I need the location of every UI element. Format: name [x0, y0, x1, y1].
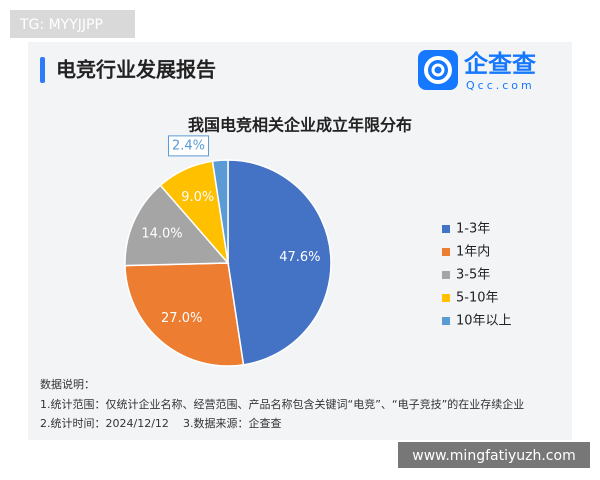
legend-swatch — [442, 271, 450, 279]
legend-label: 3-5年 — [456, 268, 490, 283]
watermark: TG: MYYJJPP — [19, 17, 103, 33]
legend-swatch — [442, 317, 450, 325]
value-label: 27.0% — [161, 311, 202, 326]
logo-ring — [431, 63, 445, 77]
pie-slice — [227, 159, 332, 366]
watermark-box — [398, 442, 590, 468]
value-label: 14.0% — [141, 226, 182, 241]
legend-label: 1年内 — [456, 244, 490, 260]
legend-label: 1-3年 — [456, 222, 490, 237]
legend-swatch — [442, 294, 450, 302]
note: 2.统计时间：2024/12/12 — [40, 417, 169, 430]
value-label: 2.4% — [172, 138, 205, 153]
note: 1.统计范围：仅统计企业名称、经营范围、产品名称包含关键词“电竞”、“电子竞技”… — [40, 397, 524, 411]
pie-slice — [124, 184, 230, 267]
legend-label: 10年以上 — [456, 314, 512, 329]
watermark-box — [10, 10, 135, 38]
value-label: 47.6% — [279, 250, 320, 265]
chart-title: 我国电竞相关企业成立年限分布 — [188, 116, 412, 135]
value-label: 9.0% — [181, 190, 214, 205]
watermark: www.mingfatiyuzh.com — [412, 448, 575, 464]
logo-ring — [424, 56, 452, 84]
legend-label: 5-10年 — [456, 291, 499, 306]
logo-name: 企查查 — [464, 50, 536, 78]
value-label-box — [167, 135, 209, 157]
title-bar — [40, 57, 45, 83]
legend-swatch — [442, 248, 450, 256]
pie-slice — [124, 262, 245, 367]
logo-icon — [418, 50, 458, 90]
legend-swatch — [442, 225, 450, 233]
note: 3.数据来源：企查查 — [183, 416, 282, 430]
logo-domain: Qcc.com — [466, 79, 535, 92]
header-title: 电竞行业发展报告 — [56, 58, 216, 82]
notes-heading: 数据说明： — [40, 377, 95, 391]
pie-slice — [211, 159, 229, 264]
